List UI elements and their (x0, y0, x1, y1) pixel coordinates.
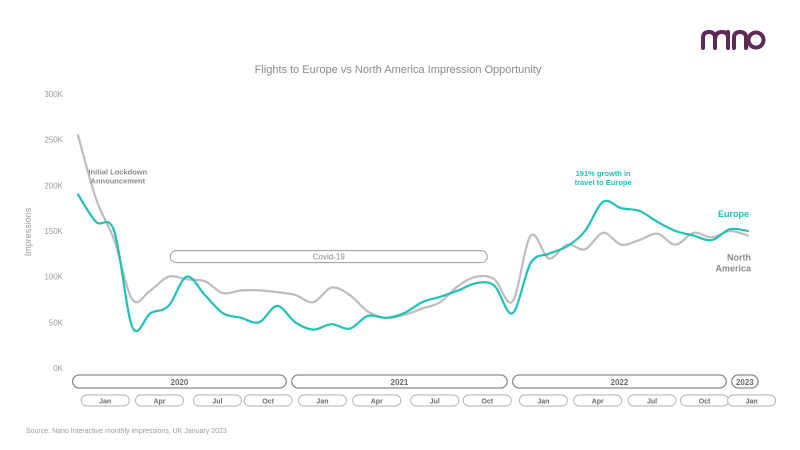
series-label-line: America (715, 264, 752, 274)
source-note: Source: Nano Interactive monthly impress… (26, 428, 227, 435)
year-pill (71, 374, 287, 389)
year-pill (291, 374, 508, 389)
month-pill (243, 394, 293, 407)
year-pill (511, 374, 727, 389)
month-label: Apr (371, 399, 383, 406)
series-lines (76, 134, 750, 333)
month-pill (298, 394, 347, 407)
covid-label: Covid-19 (313, 253, 346, 262)
annotation-line: Initial Lockdown (88, 167, 147, 176)
y-tick-label: 300K (44, 90, 63, 99)
month-label: Jan (316, 399, 328, 406)
year-pill (731, 374, 759, 389)
y-axis-label: Impressions (23, 207, 33, 256)
series-label-north-america: North America (715, 253, 752, 274)
month-label: Jul (212, 399, 222, 406)
month-label: Oct (481, 399, 493, 406)
month-pill (80, 394, 130, 407)
year-label: 2021 (391, 378, 409, 387)
y-tick-label: 150K (44, 227, 63, 236)
y-tick-label: 200K (44, 181, 63, 190)
annotation-line: Announcement (91, 176, 146, 185)
month-pill (518, 394, 568, 407)
y-tick-label: 50K (49, 318, 64, 327)
y-tick-label: 250K (44, 136, 63, 145)
annotation-line: travel to Europe (575, 178, 632, 187)
month-label: Oct (699, 399, 711, 406)
year-axis: 2020 2021 2022 2023 (71, 374, 759, 389)
month-label: Jan (99, 399, 111, 406)
series-line-north-america (76, 134, 750, 320)
y-axis-ticks: 0K 50K 100K 150K 200K 250K 300K (44, 90, 63, 373)
series-line-europe (76, 193, 750, 333)
series-labels: Europe North America (715, 209, 752, 274)
month-label: Jan (746, 399, 758, 406)
month-pill (627, 394, 677, 407)
y-tick-label: 0K (53, 364, 63, 373)
covid-pill (169, 250, 488, 264)
month-pill (192, 394, 242, 407)
y-tick-label: 100K (44, 273, 63, 282)
month-pill (573, 394, 623, 407)
annotation-line: 191% growth in (576, 169, 631, 178)
series-label-line: North (727, 253, 751, 263)
annotations: Initial Lockdown Announcement 191% growth … (88, 167, 631, 187)
annotation-0: Initial Lockdown Announcement (88, 167, 147, 185)
month-label: Jan (537, 399, 549, 406)
month-pill (462, 394, 512, 407)
year-label: 2022 (611, 378, 629, 387)
month-label: Apr (592, 399, 604, 406)
month-pill (410, 394, 460, 407)
month-label: Apr (153, 399, 165, 406)
month-pill (352, 394, 402, 407)
series-label-europe: Europe (718, 209, 749, 219)
year-label: 2020 (171, 378, 189, 387)
covid-band: Covid-19 (169, 250, 488, 264)
annotation-1: 191% growth in travel to Europe (575, 169, 632, 187)
month-label: Oct (262, 399, 274, 406)
month-pill (135, 394, 184, 407)
month-label: Jul (430, 399, 440, 406)
month-axis: Jan Apr Jul Oct Jan Apr Jul Oct Jan Apr Jul Oct Jan (80, 394, 777, 407)
nano-logo (701, 29, 766, 50)
year-label: 2023 (736, 378, 754, 387)
chart-title: Flights to Europe vs North America Impre… (255, 64, 542, 76)
month-label: Jul (647, 399, 657, 406)
month-pill (727, 394, 777, 407)
